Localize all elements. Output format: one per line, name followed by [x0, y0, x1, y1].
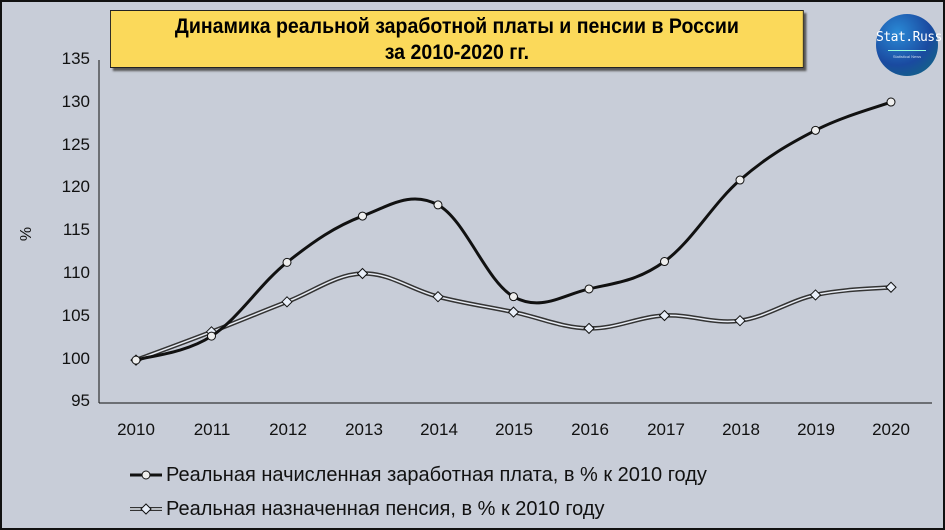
logo-divider: [888, 50, 926, 51]
chart-title-line1: Динамика реальной заработной платы и пен…: [174, 15, 739, 38]
y-tick: 105: [61, 306, 90, 325]
x-tick: 2015: [495, 420, 533, 439]
y-tick: 100: [61, 349, 90, 368]
diamond-marker-icon: [734, 314, 746, 327]
y-tick: 110: [62, 263, 90, 282]
y-axis-ticks: 135 130 125 120 115 110 105 100 95: [30, 0, 90, 530]
x-tick: 2010: [117, 420, 155, 439]
circle-marker-icon: [433, 200, 443, 210]
y-tick: 95: [71, 391, 90, 410]
x-tick: 2017: [647, 420, 685, 439]
salary-series: [131, 97, 896, 365]
diamond-marker-icon: [583, 322, 595, 335]
x-tick: 2014: [420, 420, 458, 439]
diamond-marker-icon: [356, 267, 369, 280]
x-tick: 2011: [193, 420, 231, 439]
x-tick: 2020: [872, 420, 910, 439]
y-tick: 130: [61, 92, 90, 111]
diamond-marker-icon: [809, 289, 822, 301]
y-tick: 120: [61, 177, 90, 196]
x-tick: 2013: [345, 420, 383, 439]
diamond-marker-icon: [130, 503, 162, 515]
y-tick: 125: [61, 135, 90, 154]
y-tick: 115: [62, 220, 90, 239]
logo-text: Stat.Russ: [876, 30, 942, 45]
circle-marker-icon: [811, 125, 820, 135]
stat-russ-logo: Stat.Russ Statistical News: [876, 14, 942, 76]
chart-title: Динамика реальной заработной платы и пен…: [110, 10, 804, 68]
circle-marker-icon: [207, 331, 216, 341]
legend: Реальная начисленная заработная плата, в…: [128, 458, 707, 526]
pension-series: [130, 267, 897, 366]
circle-marker-icon: [282, 257, 292, 267]
x-tick: 2018: [722, 420, 760, 439]
circle-marker-icon: [660, 257, 669, 267]
y-tick: 135: [61, 49, 90, 68]
x-tick: 2016: [571, 420, 609, 439]
diamond-marker-icon: [658, 309, 671, 322]
diamond-marker-icon: [507, 306, 520, 318]
circle-marker-icon: [509, 292, 518, 302]
legend-label-pension: Реальная назначенная пенсия, в % к 2010 …: [166, 497, 605, 520]
chart-title-line2: за 2010-2020 гг.: [384, 41, 530, 64]
circle-marker-icon: [735, 175, 745, 185]
diamond-marker-icon: [432, 290, 444, 303]
circle-marker-icon: [130, 470, 162, 480]
legend-item-salary: Реальная начисленная заработная плата, в…: [128, 458, 707, 492]
circle-marker-icon: [358, 211, 367, 221]
diamond-marker-icon: [885, 281, 897, 293]
diamond-marker-icon: [281, 296, 293, 308]
x-tick: 2019: [797, 420, 835, 439]
circle-marker-icon: [131, 355, 141, 365]
logo-subtext: Statistical News: [892, 54, 922, 59]
circle-marker-icon: [584, 284, 594, 294]
circle-marker-icon: [886, 97, 896, 107]
legend-item-pension: Реальная назначенная пенсия, в % к 2010 …: [128, 492, 707, 526]
legend-label-salary: Реальная начисленная заработная плата, в…: [166, 463, 707, 486]
x-tick: 2012: [269, 420, 307, 439]
